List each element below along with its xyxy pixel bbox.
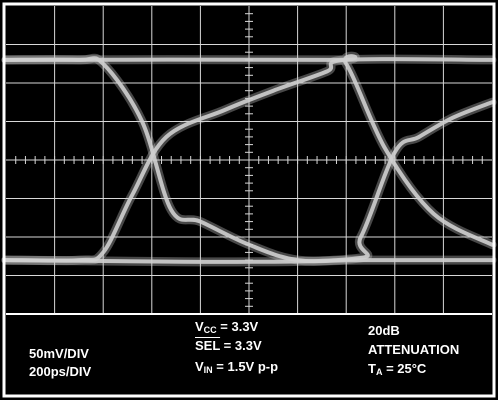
vcc-value: = 3.3V bbox=[216, 319, 259, 334]
time-per-div-label: 200ps/DIV bbox=[29, 364, 92, 379]
ambient-temp-label: TA = 25°C bbox=[368, 361, 426, 377]
eye-trace-3 bbox=[4, 54, 494, 247]
eye-trace-4 bbox=[4, 100, 494, 264]
vcc-symbol: V bbox=[195, 319, 204, 334]
vin-value: = 1.5V p-p bbox=[212, 359, 279, 374]
eye-diagram-traces bbox=[1, 51, 497, 267]
ta-value: = 25°C bbox=[382, 361, 427, 376]
vcc-subscript: CC bbox=[203, 325, 217, 335]
volts-per-div-label: 50mV/DIV bbox=[29, 346, 89, 361]
attenuation-word-label: ATTENUATION bbox=[368, 342, 460, 357]
ta-subscript: A bbox=[375, 367, 383, 377]
sel-symbol: SEL bbox=[195, 338, 221, 353]
vin-subscript: IN bbox=[203, 365, 213, 375]
sel-label: SEL = 3.3V bbox=[195, 338, 262, 354]
attenuation-db-label: 20dB bbox=[368, 323, 400, 338]
vcc-label: VCC = 3.3V bbox=[195, 319, 258, 335]
sel-value: = 3.3V bbox=[220, 338, 262, 353]
ta-symbol: T bbox=[368, 361, 376, 376]
vin-label: VIN = 1.5V p-p bbox=[195, 359, 278, 375]
vin-symbol: V bbox=[195, 359, 204, 374]
